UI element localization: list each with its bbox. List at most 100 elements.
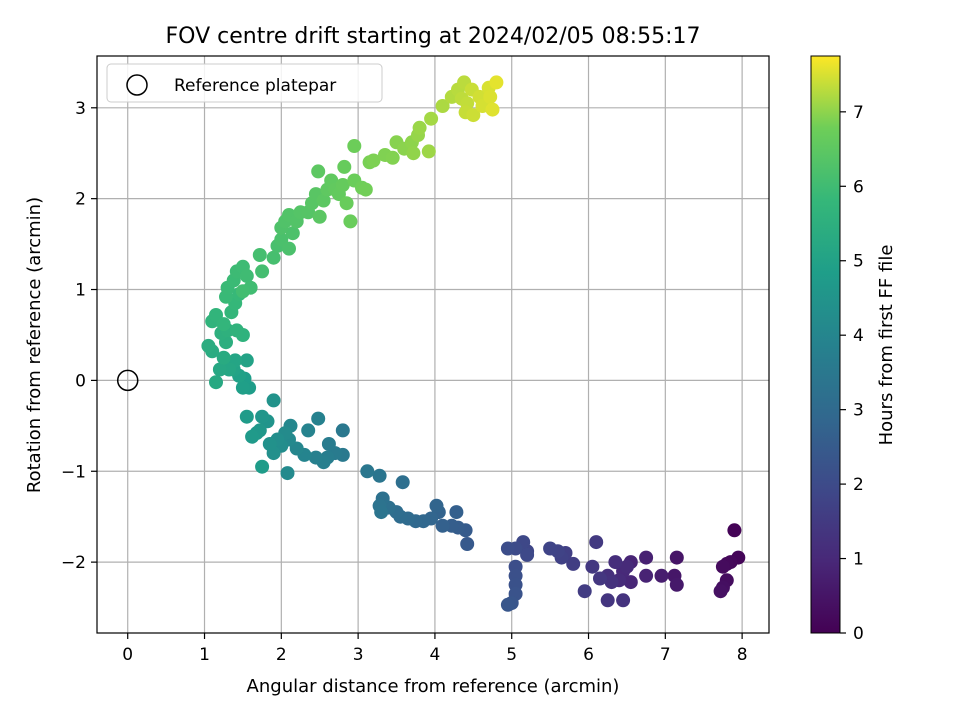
data-point <box>608 555 623 570</box>
data-point <box>616 593 631 608</box>
y-tick-label: 1 <box>75 281 86 301</box>
data-point <box>429 498 444 513</box>
data-point <box>262 437 277 451</box>
colorbar-tick-label: 4 <box>853 326 864 346</box>
data-point <box>366 153 381 168</box>
colorbar-label: Hours from first FF file <box>876 245 897 446</box>
data-point <box>343 214 358 229</box>
colorbar-gradient <box>810 55 841 634</box>
data-point <box>639 568 654 583</box>
data-point <box>421 144 436 159</box>
data-point <box>520 547 535 562</box>
data-point <box>201 338 216 353</box>
data-point <box>311 411 326 426</box>
data-point <box>593 571 607 586</box>
data-point <box>285 226 300 241</box>
data-point <box>483 89 498 104</box>
data-point <box>600 593 615 608</box>
colorbar-tick-label: 0 <box>853 624 864 644</box>
data-point <box>229 323 244 338</box>
data-point <box>623 575 638 590</box>
data-point <box>266 393 281 408</box>
y-tick-label: 0 <box>75 371 86 391</box>
data-point <box>274 232 289 247</box>
y-tick-label: 3 <box>75 99 86 119</box>
x-tick-label: 4 <box>430 645 441 665</box>
legend-label: Reference platepar <box>174 76 336 96</box>
data-point <box>280 466 295 481</box>
data-point <box>566 556 581 571</box>
data-point <box>255 264 270 279</box>
x-tick-label: 2 <box>276 645 287 665</box>
grid-lines <box>97 56 769 633</box>
data-point <box>395 475 410 490</box>
x-tick-label: 3 <box>353 645 364 665</box>
data-point <box>266 250 281 265</box>
data-point <box>308 450 323 465</box>
data-point <box>209 308 223 322</box>
data-point <box>715 559 730 574</box>
data-point <box>412 120 427 135</box>
data-point <box>216 317 231 332</box>
data-point <box>654 568 669 583</box>
data-points <box>201 75 746 612</box>
data-point <box>216 350 231 365</box>
data-point <box>212 362 227 377</box>
data-point <box>589 535 604 550</box>
x-tick-label: 6 <box>583 645 594 665</box>
data-point <box>577 584 592 599</box>
data-point <box>372 468 387 483</box>
y-tick-label: −2 <box>61 553 86 573</box>
data-point <box>335 423 350 438</box>
data-point <box>282 241 296 256</box>
data-point <box>449 505 464 520</box>
data-point <box>335 178 350 192</box>
data-point <box>604 575 619 590</box>
data-point <box>619 559 634 574</box>
data-point <box>347 139 362 153</box>
reference-marker-group <box>116 369 139 392</box>
data-point <box>360 464 375 479</box>
data-point <box>460 537 475 551</box>
chart-title: FOV centre drift starting at 2024/02/05 … <box>166 24 701 49</box>
data-point <box>235 284 250 299</box>
data-point <box>669 577 684 592</box>
x-axis-ticks: 0 1 2 3 4 5 6 7 8 <box>122 633 748 665</box>
legend-box <box>106 63 383 103</box>
data-point <box>639 550 654 565</box>
y-axis-label: Rotation from reference (arcmin) <box>24 197 45 493</box>
y-tick-label: −1 <box>61 462 86 482</box>
legend-reference-marker <box>126 74 148 96</box>
data-point <box>316 193 331 208</box>
data-point <box>312 209 327 224</box>
data-point <box>466 108 481 123</box>
data-point <box>239 268 254 283</box>
colorbar: 0 1 2 3 4 5 6 7 Hours from first FF file <box>810 55 897 644</box>
data-point <box>255 409 270 424</box>
data-point <box>585 559 600 574</box>
data-point <box>424 111 439 126</box>
data-point <box>385 150 400 165</box>
data-point <box>301 423 316 438</box>
data-point <box>485 102 500 117</box>
colorbar-tick-label: 2 <box>853 475 864 495</box>
data-point <box>500 541 515 556</box>
data-point <box>727 523 742 538</box>
data-point <box>500 597 515 612</box>
colorbar-tick-label: 6 <box>853 177 864 197</box>
plot-frame <box>96 55 770 634</box>
data-point <box>337 159 352 174</box>
data-point <box>339 196 354 211</box>
data-point <box>489 75 504 90</box>
data-point <box>435 518 450 533</box>
data-point <box>255 459 270 474</box>
data-point <box>245 429 260 444</box>
y-tick-label: 2 <box>75 190 86 210</box>
data-point <box>713 584 728 599</box>
legend: Reference platepar <box>106 63 383 103</box>
x-tick-label: 1 <box>199 645 210 665</box>
data-point <box>669 550 684 565</box>
data-point <box>435 99 450 113</box>
